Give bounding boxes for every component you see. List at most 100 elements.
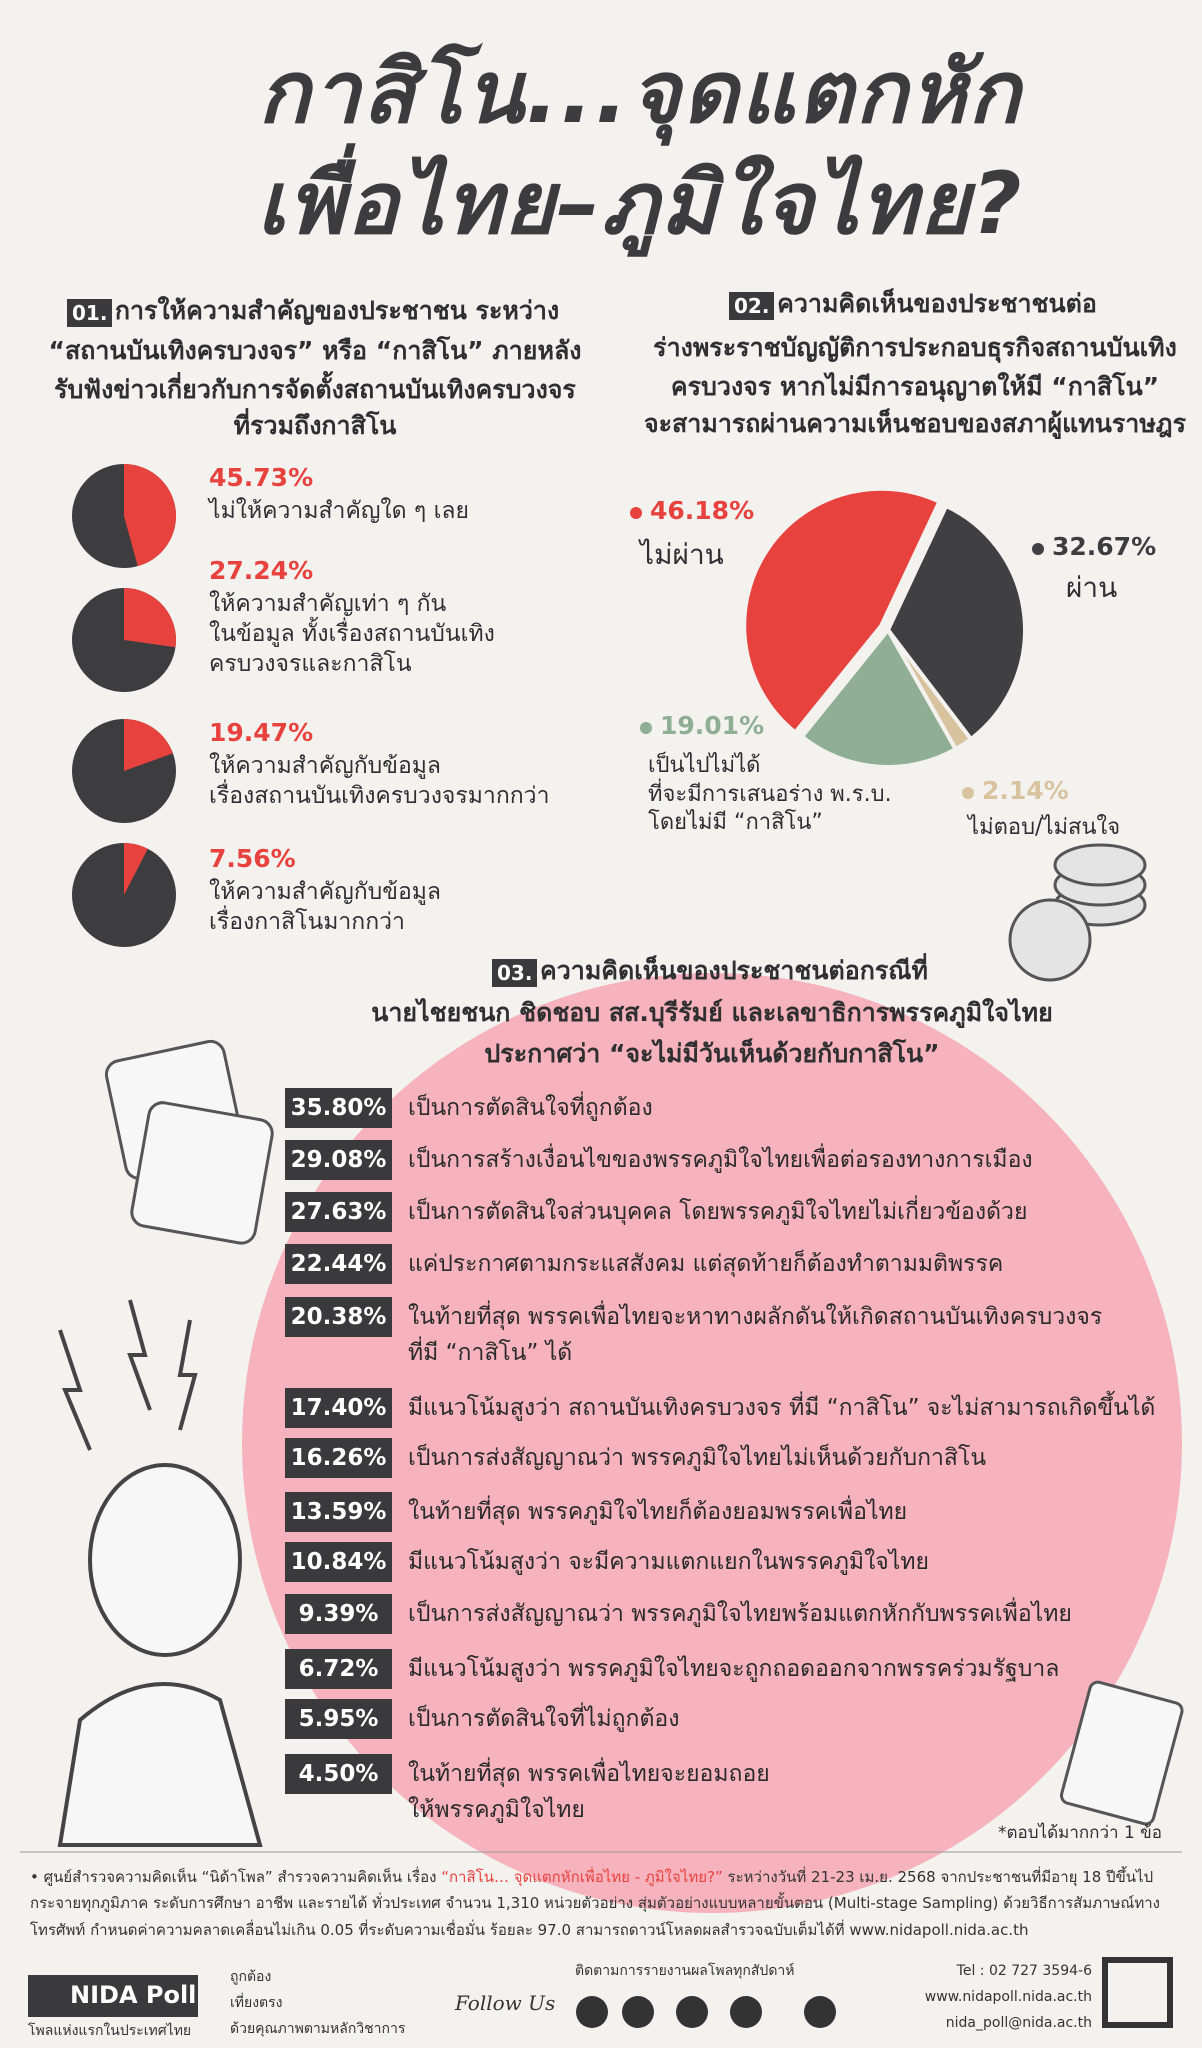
chip bbox=[1053, 843, 1147, 887]
value-label: 19.01% bbox=[660, 711, 765, 740]
value-box: 6.72% bbox=[285, 1649, 392, 1689]
section-number: 03. bbox=[492, 959, 538, 987]
row-label: เป็นการส่งสัญญาณว่า พรรคภูมิใจไทยไม่เห็น… bbox=[408, 1445, 987, 1471]
section-number: 01. bbox=[67, 299, 113, 327]
legend-dot bbox=[630, 507, 642, 519]
footer-note-part: ระหว่างวันที่ 21-23 เม.ย. 2568 จากประชาช… bbox=[30, 1868, 1160, 1939]
social-icons bbox=[576, 1996, 836, 2028]
row-label: ในท้ายที่สุด พรรคเพื่อไทยจะยอมถอย ให้พรร… bbox=[408, 1761, 770, 1823]
legend-dot bbox=[1032, 543, 1044, 555]
footer-note-part: “กาสิโน… จุดแตกหักเพื่อไทย - ภูมิใจไทย?” bbox=[441, 1868, 723, 1886]
value-label: 32.67% bbox=[1052, 532, 1157, 561]
pie-slice bbox=[124, 719, 173, 771]
dice bbox=[104, 1039, 274, 1245]
body bbox=[57, 1682, 263, 1847]
card bbox=[1060, 1680, 1184, 1826]
value-label: 2.14% bbox=[982, 776, 1069, 805]
footer-note: • ศูนย์สำรวจความคิดเห็น “นิด้าโพล” สำรวจ… bbox=[30, 1864, 1180, 1943]
row-label: ในท้ายที่สุด พรรคเพื่อไทยจะหาทางผลักดันใ… bbox=[408, 1304, 1103, 1366]
qr bbox=[1102, 1957, 1173, 2028]
section-title: ความคิดเห็นของประชาชนต่อกรณีที่ bbox=[540, 956, 928, 985]
follow-note: ติดตามการรายงานผลโพลทุกสัปดาห์ bbox=[575, 1963, 795, 1979]
row-label: เป็นการตัดสินใจที่ถูกต้อง bbox=[408, 1095, 653, 1121]
footnote: *ตอบได้มากกว่า 1 ข้อ bbox=[997, 1823, 1162, 1843]
footer-note-part: • ศูนย์สำรวจความคิดเห็น “นิด้าโพล” สำรวจ… bbox=[30, 1868, 437, 1886]
contact: Tel : 02 727 3594-6 bbox=[956, 1963, 1092, 1979]
main-title: กาสิโน...จุดแตกหัก bbox=[257, 43, 1023, 143]
brand: NIDA Poll bbox=[70, 1981, 197, 2009]
category-label: ให้ความสำคัญกับข้อมูล เรื่องกาสิโนมากกว่… bbox=[209, 879, 442, 935]
section-title: ครบวงจร หากไม่มีการอนุญาตให้มี “กาสิโน” bbox=[670, 372, 1160, 401]
section-number: 02. bbox=[729, 292, 775, 320]
value-box: 22.44% bbox=[285, 1244, 392, 1284]
value-box: 9.39% bbox=[285, 1594, 392, 1634]
value-box: 20.38% bbox=[285, 1297, 392, 1337]
value-label: 27.24% bbox=[209, 556, 314, 585]
main-title: เพื่อไทย–ภูมิใจไทย? bbox=[256, 154, 1024, 254]
value-box: 13.59% bbox=[285, 1492, 392, 1532]
follow: Follow Us bbox=[455, 1991, 556, 2015]
row-label: มีแนวโน้มสูงว่า จะมีความแตกแยกในพรรคภูมิ… bbox=[408, 1549, 929, 1575]
brand-tagline: โพลแห่งแรกในประเทศไทย bbox=[28, 2023, 192, 2039]
row-label: มีแนวโน้มสูงว่า พรรคภูมิใจไทยจะถูกถอดออก… bbox=[408, 1656, 1060, 1682]
icon bbox=[804, 1996, 836, 2028]
pie-slice bbox=[124, 464, 176, 567]
category-label: ไม่ให้ความสำคัญใด ๆ เลย bbox=[209, 498, 470, 524]
icon bbox=[622, 1996, 654, 2028]
stress-lines bbox=[58, 1299, 198, 1451]
brand-value: ถูกต้อง bbox=[230, 1969, 272, 1985]
section-title: จะสามารถผ่านความเห็นชอบของสภาผู้แทนราษฎร bbox=[643, 409, 1187, 438]
value-label: 7.56% bbox=[209, 844, 296, 873]
contact: www.nidapoll.nida.ac.th bbox=[924, 1989, 1092, 2005]
person bbox=[57, 1299, 263, 1847]
pie-slice bbox=[124, 843, 148, 895]
brand-value: เที่ยงตรง bbox=[230, 1995, 283, 2011]
value-box: 17.40% bbox=[285, 1388, 392, 1428]
value-box: 29.08% bbox=[285, 1140, 392, 1180]
logo-box bbox=[28, 1975, 198, 2017]
value-box: 5.95% bbox=[285, 1699, 392, 1739]
category-label: ผ่าน bbox=[1066, 571, 1118, 604]
section-title: ประกาศว่า “จะไม่มีวันเห็นด้วยกับกาสิโน” bbox=[484, 1039, 940, 1068]
section-title: ที่รวมถึงกาสิโน bbox=[233, 411, 397, 440]
pie-slice bbox=[124, 588, 176, 648]
section-title: รับฟังข่าวเกี่ยวกับการจัดตั้งสถานบันเทิง… bbox=[54, 375, 576, 404]
section-title: ร่างพระราชบัญญัติการประกอบธุรกิจสถานบันเ… bbox=[653, 333, 1177, 362]
category-label: เป็นไปไม่ได้ ที่จะมีการเสนอร่าง พ.ร.บ. โ… bbox=[648, 753, 892, 836]
die bbox=[130, 1101, 274, 1245]
category-label: ให้ความสำคัญกับข้อมูล เรื่องสถานบันเทิงค… bbox=[209, 753, 550, 809]
row-label: เป็นการตัดสินใจที่ไม่ถูกต้อง bbox=[408, 1706, 680, 1732]
row-label: เป็นการสร้างเงื่อนไขของพรรคภูมิใจไทยเพื่… bbox=[408, 1147, 1033, 1173]
pink-circle bbox=[242, 973, 1182, 1913]
section-title: ความคิดเห็นของประชาชนต่อ bbox=[777, 289, 1097, 318]
category-label: ให้ความสำคัญเท่า ๆ กัน ในข้อมูล ทั้งเรื่… bbox=[209, 591, 495, 677]
value-label: 46.18% bbox=[650, 496, 755, 525]
chip bbox=[1008, 898, 1092, 982]
icon bbox=[730, 1996, 762, 2028]
value-label: 19.47% bbox=[209, 718, 314, 747]
legend-dot bbox=[962, 787, 974, 799]
pie-slice bbox=[885, 503, 1027, 742]
legend-dot bbox=[640, 722, 652, 734]
value-box: 27.63% bbox=[285, 1192, 392, 1232]
chips bbox=[1008, 843, 1147, 982]
brand-value: ด้วยคุณภาพตามหลักวิชาการ bbox=[230, 2021, 406, 2037]
row-label: ในท้ายที่สุด พรรคภูมิใจไทยก็ต้องยอมพรรคเ… bbox=[408, 1499, 908, 1525]
value-label: 45.73% bbox=[209, 463, 314, 492]
row-label: เป็นการตัดสินใจส่วนบุคคล โดยพรรคภูมิใจไท… bbox=[408, 1199, 1028, 1225]
row-label: เป็นการส่งสัญญาณว่า พรรคภูมิใจไทยพร้อมแต… bbox=[408, 1601, 1072, 1627]
category-label: ไม่ผ่าน bbox=[640, 538, 724, 571]
value-box: 10.84% bbox=[285, 1542, 392, 1582]
section-title: นายไชยชนก ชิดชอบ สส.บุรีรัมย์ และเลขาธิก… bbox=[371, 998, 1053, 1027]
icon bbox=[676, 1996, 708, 2028]
head bbox=[88, 1463, 242, 1657]
value-box: 16.26% bbox=[285, 1438, 392, 1478]
value-box: 4.50% bbox=[285, 1754, 392, 1794]
icon bbox=[576, 1996, 608, 2028]
section-title: การให้ความสำคัญของประชาชน ระหว่าง bbox=[114, 296, 560, 325]
section-title: “สถานบันเทิงครบวงจร” หรือ “กาสิโน” ภายหล… bbox=[48, 336, 582, 365]
category-label: ไม่ตอบ/ไม่สนใจ bbox=[968, 815, 1121, 840]
pie-slice bbox=[799, 626, 959, 769]
row-label: มีแนวโน้มสูงว่า สถานบันเทิงครบวงจร ที่มี… bbox=[408, 1395, 1156, 1421]
